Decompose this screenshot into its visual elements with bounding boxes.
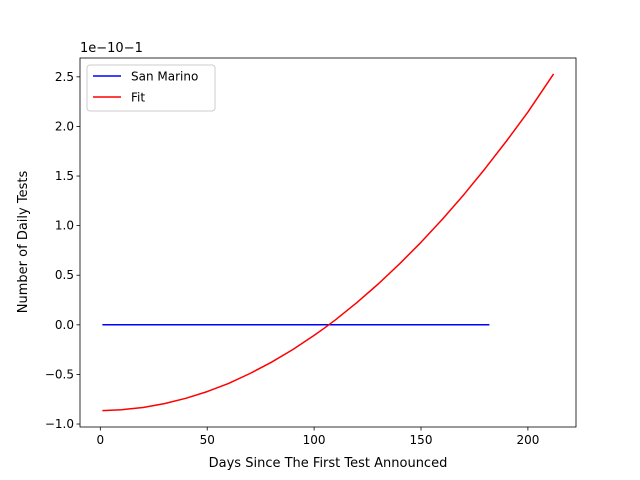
x-axis: 0 50 100 150 200 [96,427,539,447]
y-tick-label: 0.5 [55,268,74,282]
plot-frame [79,57,577,428]
x-tick-label: 200 [516,433,539,447]
series-line-1 [102,73,555,412]
legend-label-1: Fit [131,91,145,105]
y-tick-label: −1.0 [45,417,74,431]
y-axis: −1.0 −0.5 0.0 0.5 1.0 1.5 2.0 2.5 [45,70,80,431]
y-tick-label: 1.5 [55,169,74,183]
y-axis-label: Number of Daily Tests [16,171,31,314]
y-tick-label: 0.0 [55,318,74,332]
x-tick-label: 0 [96,433,104,447]
y-tick-label: 1.0 [55,219,74,233]
y-tick-label: −0.5 [45,367,74,381]
legend-label-0: San Marino [131,70,198,84]
x-axis-label: Days Since The First Test Announced [209,456,448,471]
legend: San Marino Fit [86,64,216,112]
y-tick-label: 2.5 [55,70,74,84]
x-tick-label: 50 [200,433,215,447]
y-tick-label: 2.0 [55,119,74,133]
x-tick-label: 150 [410,433,433,447]
x-tick-label: 100 [303,433,326,447]
plot-lines [102,73,555,412]
y-offset-label: 1e−10−1 [80,41,143,56]
